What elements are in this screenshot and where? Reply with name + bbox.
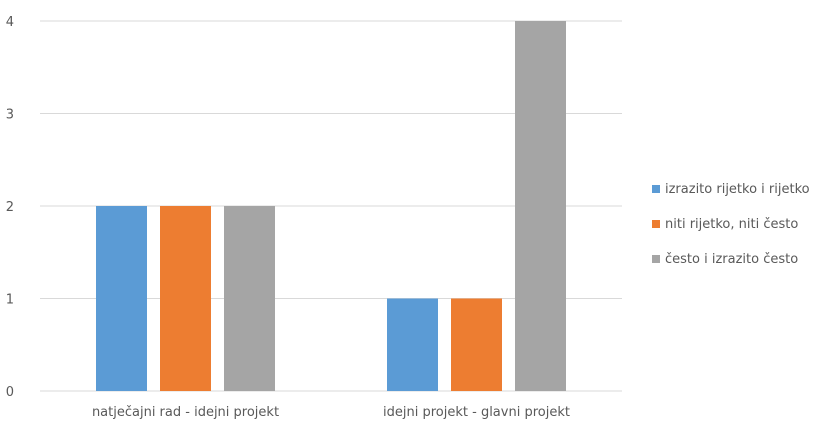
legend-label: izrazito rijetko i rijetko xyxy=(665,181,810,197)
y-tick-label: 2 xyxy=(6,200,14,215)
legend-label: često i izrazito često xyxy=(665,251,799,267)
bar xyxy=(160,206,211,391)
legend-label: niti rijetko, niti često xyxy=(665,216,799,232)
bar xyxy=(451,298,502,391)
x-category-label: idejni projekt - glavni projekt xyxy=(383,405,570,420)
y-tick-label: 3 xyxy=(6,108,14,123)
bar xyxy=(96,206,147,391)
legend-item-niti-rijetko: niti rijetko, niti često xyxy=(652,211,810,237)
y-tick-label: 0 xyxy=(6,385,14,400)
legend-item-cesto: često i izrazito često xyxy=(652,246,810,272)
legend-swatch xyxy=(652,185,660,193)
legend-swatch xyxy=(652,255,660,263)
x-category-label: natječajni rad - idejni projekt xyxy=(92,405,279,420)
bar xyxy=(387,298,438,391)
legend-item-izrazito-rijetko: izrazito rijetko i rijetko xyxy=(652,176,810,202)
legend: izrazito rijetko i rijetko niti rijetko,… xyxy=(652,176,810,281)
legend-swatch xyxy=(652,220,660,228)
y-tick-label: 1 xyxy=(6,293,14,308)
bar xyxy=(224,206,275,391)
y-tick-label: 4 xyxy=(6,15,14,30)
bar xyxy=(515,21,566,391)
